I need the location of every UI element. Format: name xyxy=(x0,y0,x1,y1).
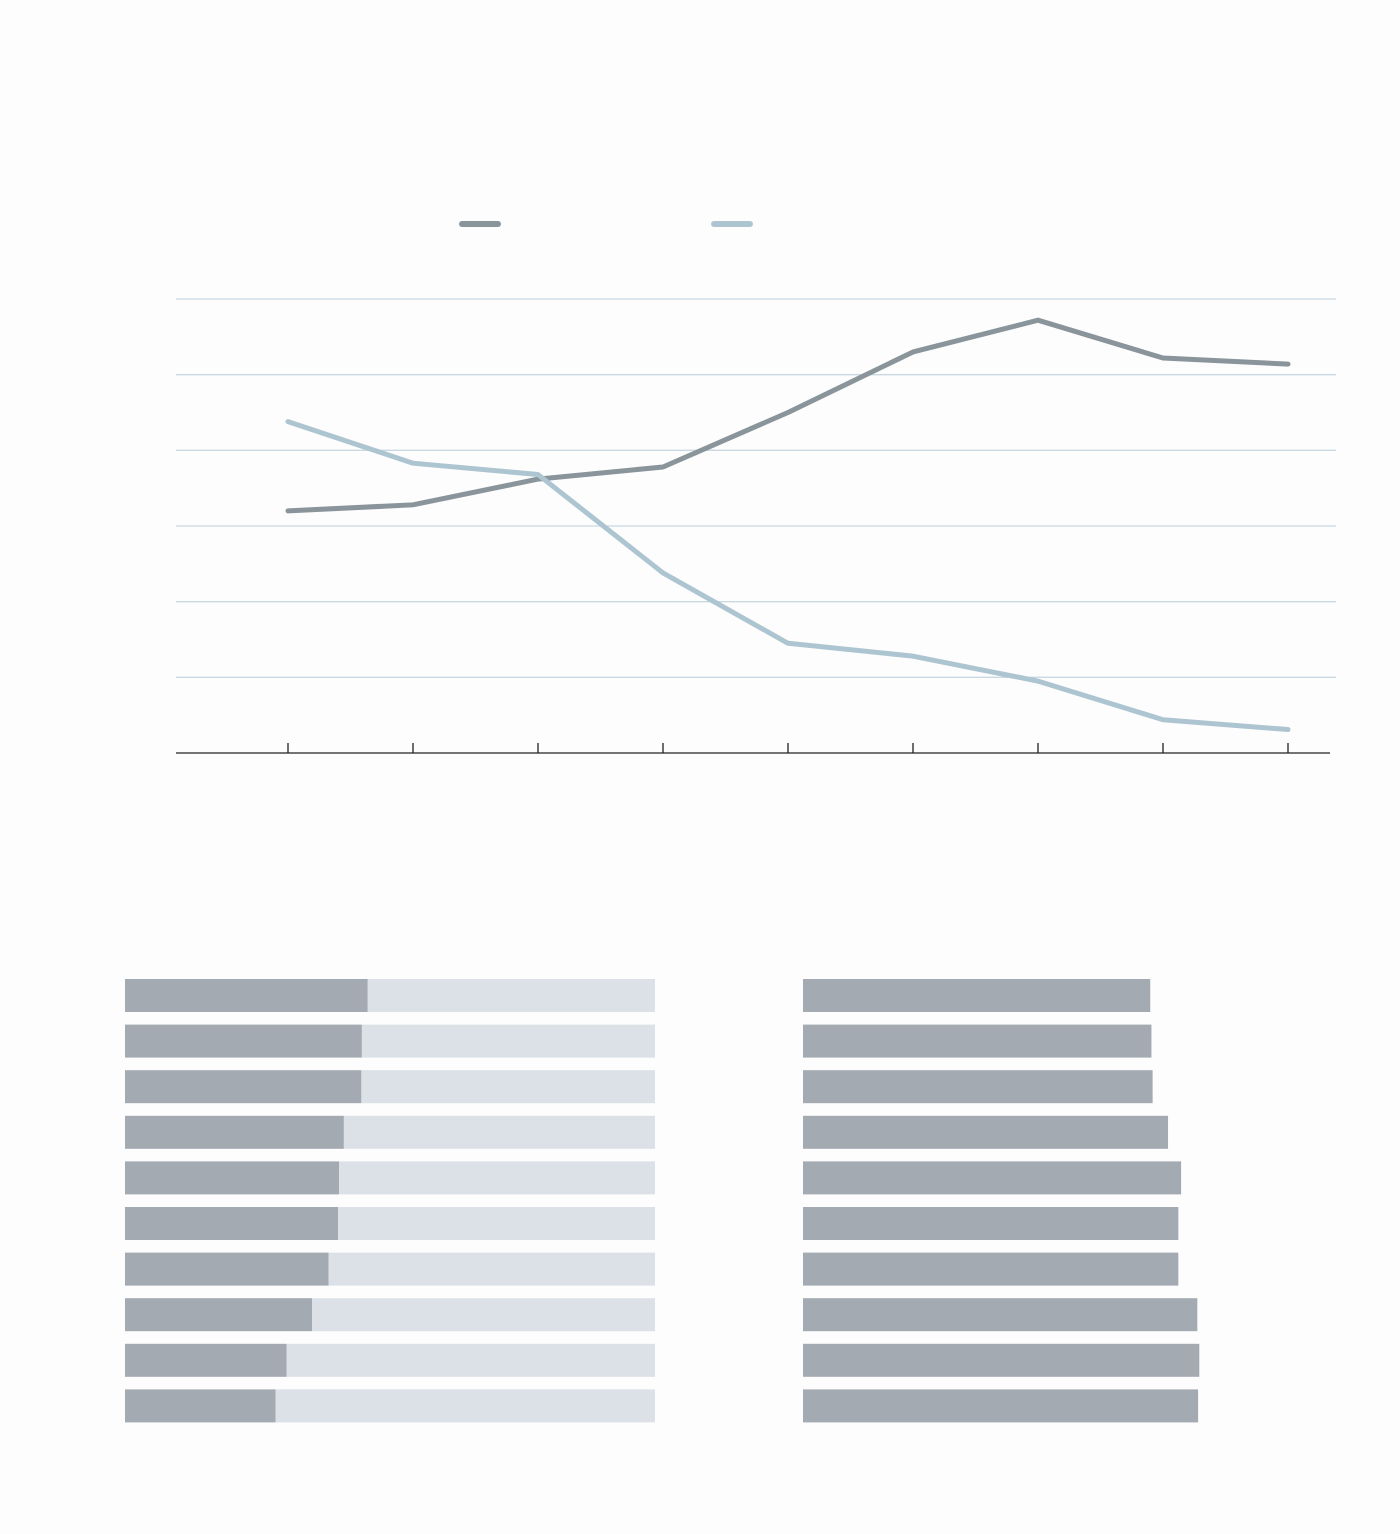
bar-segment-2 xyxy=(361,1070,655,1104)
bar-segment-2 xyxy=(328,1252,655,1286)
bar-panel-right xyxy=(803,979,1200,1423)
bar-segment-1 xyxy=(803,1161,1182,1195)
bar-segment-1 xyxy=(125,1115,344,1149)
bar-segment-1 xyxy=(125,979,368,1012)
bar-segment-2 xyxy=(339,1161,655,1195)
bar-panel-left xyxy=(125,979,655,1423)
bar-segment-1 xyxy=(803,1298,1198,1332)
series-lines xyxy=(285,317,1291,733)
bar-segment-1 xyxy=(125,1298,313,1332)
bar-segment-1 xyxy=(803,1252,1179,1286)
bar-segment-1 xyxy=(803,1024,1152,1058)
bar-segment-1 xyxy=(125,1389,276,1423)
bar-segment-1 xyxy=(803,1343,1200,1377)
bar-segment-2 xyxy=(286,1343,655,1377)
bar-segment-1 xyxy=(125,1343,287,1377)
bar-segment-2 xyxy=(338,1207,655,1240)
series-line-1 xyxy=(285,317,1291,514)
bar-segment-1 xyxy=(125,1070,362,1104)
bar-segment-2 xyxy=(275,1389,655,1423)
bar-segment-2 xyxy=(361,1024,655,1058)
bar-segment-1 xyxy=(803,1389,1199,1423)
bar-segment-1 xyxy=(125,1161,340,1195)
bar-segment-2 xyxy=(343,1115,655,1149)
bar-segment-2 xyxy=(367,979,655,1012)
bar-segment-1 xyxy=(803,1207,1179,1240)
bar-segment-1 xyxy=(125,1024,362,1058)
bar-segment-1 xyxy=(803,1115,1169,1149)
bar-segment-2 xyxy=(312,1298,655,1332)
series-line-2 xyxy=(285,419,1291,733)
bar-segment-1 xyxy=(125,1207,339,1240)
bar-segment-1 xyxy=(125,1252,329,1286)
bar-segment-1 xyxy=(803,1070,1153,1104)
bar-charts xyxy=(125,979,1200,1423)
x-axis xyxy=(176,743,1330,754)
bar-segment-1 xyxy=(803,979,1151,1012)
line-chart xyxy=(176,221,1336,754)
